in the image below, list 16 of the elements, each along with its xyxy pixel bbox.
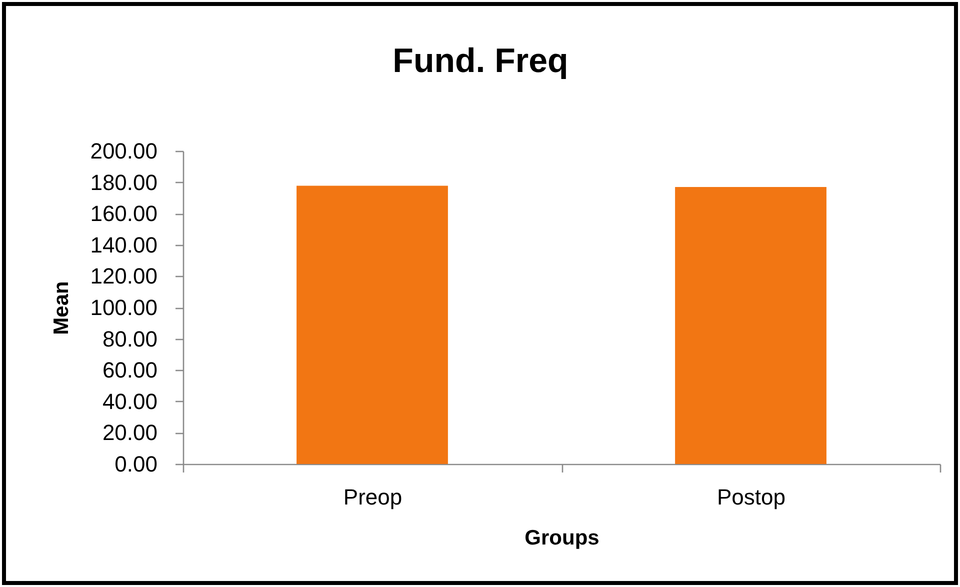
y-tick-label: 200.00 bbox=[90, 138, 158, 164]
y-tick-label: 40.00 bbox=[102, 388, 158, 414]
y-tick-label: 180.00 bbox=[90, 170, 158, 195]
y-tick-label: 120.00 bbox=[90, 264, 158, 289]
chart-title: Fund. Freq bbox=[392, 42, 568, 80]
x-tick-label: Postop bbox=[717, 484, 786, 510]
y-tick-label: 80.00 bbox=[102, 326, 158, 352]
x-tick-label: Preop bbox=[343, 484, 402, 510]
y-tick-label: 60.00 bbox=[102, 358, 158, 383]
y-tick-label: 100.00 bbox=[90, 295, 158, 320]
y-axis-title: Mean bbox=[50, 281, 74, 335]
x-axis-title: Groups bbox=[524, 526, 600, 550]
y-tick-label: 20.00 bbox=[102, 420, 158, 446]
y-tick-label: 0.00 bbox=[114, 452, 158, 476]
y-tick-label: 140.00 bbox=[90, 232, 158, 258]
y-tick-label: 160.00 bbox=[90, 201, 158, 226]
